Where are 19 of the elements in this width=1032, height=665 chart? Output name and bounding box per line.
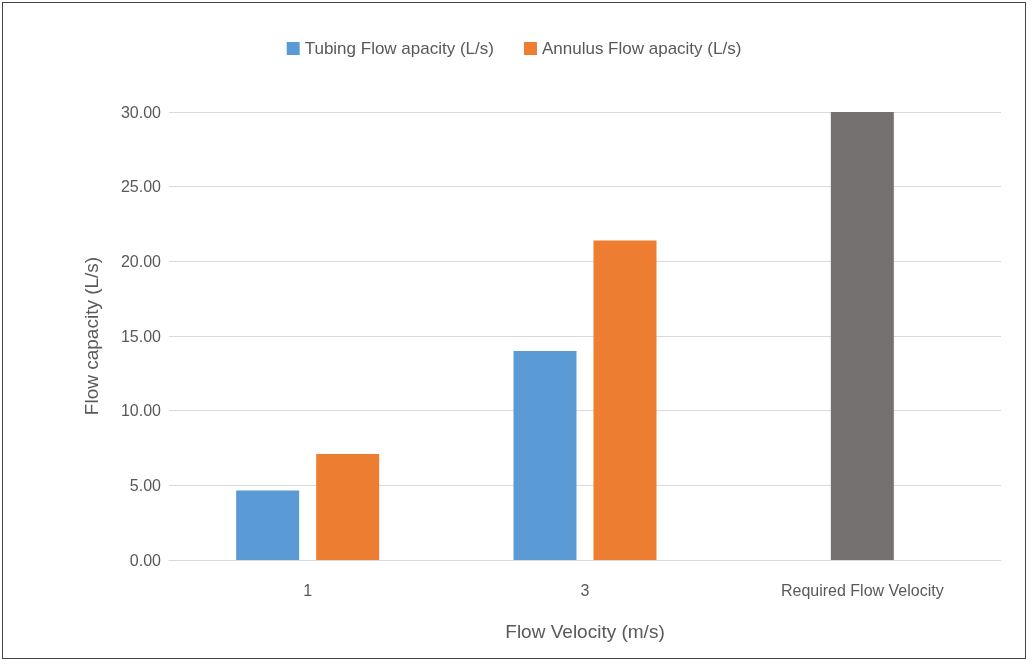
y-tick-label: 30.00	[120, 103, 162, 121]
legend-label: Tubing Flow apacity (L/s)	[304, 39, 494, 58]
bar	[316, 453, 380, 560]
bar	[513, 350, 577, 560]
x-axis-title: Flow Velocity (m/s)	[505, 621, 665, 642]
y-tick-label: 20.00	[120, 252, 162, 270]
y-tick-label: 25.00	[120, 178, 162, 196]
bar	[830, 112, 894, 560]
legend-label: Annulus Flow apacity (L/s)	[541, 39, 742, 58]
bar	[593, 240, 657, 560]
x-tick-label: Required Flow Velocity	[780, 581, 944, 599]
x-tick-label: 1	[303, 581, 313, 599]
y-tick-label: 5.00	[129, 476, 162, 494]
y-tick-label: 0.00	[129, 551, 162, 569]
x-tick-label: 3	[580, 581, 590, 599]
bar	[236, 490, 300, 560]
y-tick-label: 15.00	[120, 327, 162, 345]
y-axis-title: Flow capacity (L/s)	[81, 256, 102, 416]
y-tick-label: 10.00	[120, 402, 162, 420]
